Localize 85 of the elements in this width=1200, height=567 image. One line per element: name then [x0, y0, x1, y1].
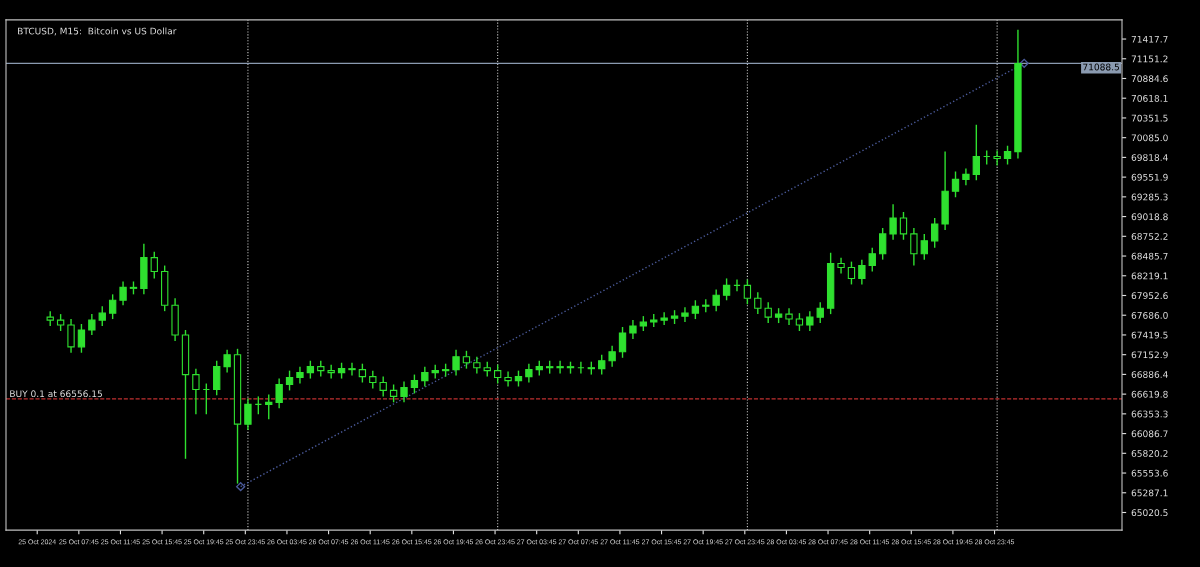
candlestick	[150, 251, 158, 280]
candlestick	[67, 318, 75, 354]
candlestick	[931, 217, 939, 249]
candlestick	[608, 345, 616, 368]
candlestick	[816, 301, 824, 324]
candlestick	[837, 256, 845, 275]
candlestick	[275, 377, 283, 409]
text: BTCUSD, M15: Bitcoin vs US Dollar	[18, 27, 177, 36]
candlestick	[525, 363, 533, 384]
y-tick-label: 66619.8	[1131, 390, 1168, 398]
y-tick-label: 68219.1	[1131, 272, 1168, 280]
candlestick	[192, 367, 200, 415]
candlestick	[108, 293, 117, 320]
y-tick-label: 65820.2	[1131, 450, 1168, 457]
candlestick	[379, 375, 387, 398]
y-tick-label: 71417.7	[1131, 35, 1168, 43]
candlestick	[98, 305, 106, 327]
candlestick	[868, 247, 876, 273]
candlestick	[410, 373, 419, 395]
candlestick	[691, 299, 700, 320]
y-tick-label: 67686.0	[1131, 311, 1168, 319]
y-tick-label: 65287.1	[1131, 489, 1168, 497]
candlestick	[77, 323, 86, 354]
candlestick	[889, 203, 897, 241]
y-tick-label: 66886.4	[1131, 371, 1168, 378]
ref-line-label: 71088.5	[1083, 63, 1119, 71]
candlestick	[213, 360, 221, 397]
candlestick	[493, 363, 502, 385]
y-tick-label: 69018.8	[1131, 213, 1168, 221]
candlestick	[681, 306, 689, 323]
candlestick	[556, 360, 564, 375]
y-tick-label: 69818.4	[1131, 154, 1168, 161]
candlestick	[858, 258, 866, 286]
y-tick-label: 68485.7	[1131, 252, 1168, 260]
ref-line-label: BUY 0.1 at 66556.15	[10, 390, 102, 398]
y-tick-label: 66086.7	[1131, 430, 1168, 438]
candlestick	[400, 380, 408, 404]
y-tick-label: 65020.5	[1131, 509, 1168, 517]
candlestick	[296, 365, 304, 385]
candlestick	[223, 349, 231, 374]
candlestick	[847, 260, 856, 286]
y-tick-label: 68752.2	[1131, 233, 1168, 240]
candlestick	[285, 369, 294, 392]
candlestick	[421, 365, 429, 388]
candlestick	[629, 319, 637, 340]
candlestick	[265, 393, 273, 420]
candlestick	[951, 170, 960, 198]
candlestick	[899, 211, 908, 241]
candlestick	[348, 362, 356, 377]
candlestick	[743, 278, 752, 305]
y-tick-label: 70884.6	[1131, 75, 1168, 83]
candlestick	[972, 124, 980, 182]
y-tick-label: 67952.6	[1131, 292, 1168, 300]
candlestick	[473, 356, 481, 375]
y-tick-label: 66353.3	[1131, 410, 1168, 418]
candlestick	[920, 233, 928, 261]
candlestick	[993, 149, 1001, 167]
candlestick	[618, 326, 627, 359]
y-tick-label: 69551.9	[1131, 173, 1168, 181]
candlestick	[358, 363, 367, 384]
y-tick-label: 70351.5	[1131, 114, 1168, 122]
candlestick	[722, 277, 731, 301]
candlestick	[962, 167, 970, 187]
candlestick	[244, 397, 252, 431]
candlestick	[452, 349, 460, 377]
y-tick-label: 67152.9	[1131, 351, 1168, 359]
y-tick-label: 70085.0	[1131, 134, 1168, 142]
candlestick	[660, 311, 668, 326]
candlestick	[712, 288, 720, 312]
candlestick	[1003, 144, 1012, 166]
candlestick	[910, 227, 918, 267]
candlestick	[764, 301, 772, 324]
candlestick	[119, 280, 127, 306]
candlestick	[88, 313, 96, 336]
y-tick-label: 67419.5	[1131, 331, 1168, 339]
y-tick-label: 65553.6	[1131, 469, 1168, 477]
candlestick	[598, 354, 606, 376]
candlestick	[504, 370, 512, 388]
y-tick-label: 69285.3	[1131, 193, 1168, 201]
candlestick	[327, 363, 335, 380]
y-tick-label: 70618.1	[1131, 94, 1168, 102]
candlestick	[754, 291, 762, 315]
candlestick	[878, 227, 887, 261]
y-tick-label: 71151.2	[1131, 55, 1168, 63]
candlestick	[806, 310, 814, 332]
